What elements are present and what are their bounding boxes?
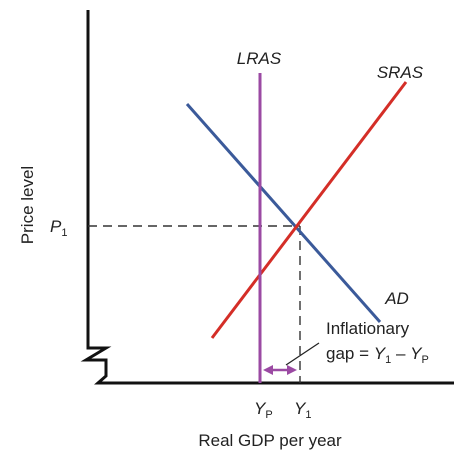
- annotation-line-2: gap = Y1 – YP: [326, 344, 429, 366]
- y1-tick-label: Y1: [294, 399, 311, 421]
- p1-tick-label: P1: [50, 217, 67, 239]
- y-axis-title: Price level: [18, 166, 37, 244]
- sras-curve: [210, 81, 408, 339]
- sras-label: SRAS: [377, 63, 424, 82]
- annotation-line-1: Inflationary: [326, 319, 410, 338]
- annotation-leader-line: [285, 342, 320, 366]
- ad-label: AD: [384, 289, 409, 308]
- x-axis-title: Real GDP per year: [198, 431, 342, 450]
- lras-label: LRAS: [237, 49, 282, 68]
- inflationary-gap-arrow: [263, 365, 297, 375]
- ad-curve: [185, 103, 382, 323]
- yp-tick-label: YP: [254, 399, 273, 421]
- axes: [80, 10, 454, 385]
